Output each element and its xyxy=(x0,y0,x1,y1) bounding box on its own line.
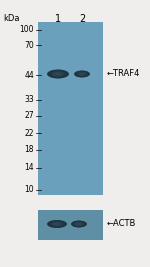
Ellipse shape xyxy=(81,73,83,74)
Ellipse shape xyxy=(77,223,81,225)
Ellipse shape xyxy=(48,70,68,78)
Ellipse shape xyxy=(75,222,83,226)
Ellipse shape xyxy=(49,70,67,77)
Ellipse shape xyxy=(52,72,63,76)
Ellipse shape xyxy=(80,73,84,75)
Ellipse shape xyxy=(80,73,84,75)
Ellipse shape xyxy=(56,73,60,75)
Text: kDa: kDa xyxy=(3,14,20,23)
Text: 44: 44 xyxy=(24,70,34,80)
Ellipse shape xyxy=(55,73,61,75)
Ellipse shape xyxy=(50,71,66,77)
Ellipse shape xyxy=(79,73,85,75)
Ellipse shape xyxy=(76,222,82,226)
Ellipse shape xyxy=(53,223,61,225)
Ellipse shape xyxy=(79,73,86,76)
Ellipse shape xyxy=(47,220,67,228)
Ellipse shape xyxy=(74,222,84,226)
Ellipse shape xyxy=(77,72,87,76)
Ellipse shape xyxy=(47,69,69,78)
Ellipse shape xyxy=(75,71,89,77)
Ellipse shape xyxy=(53,72,63,76)
Ellipse shape xyxy=(76,223,82,225)
Ellipse shape xyxy=(72,221,86,227)
Text: ←TRAF4: ←TRAF4 xyxy=(107,69,140,78)
Ellipse shape xyxy=(48,221,66,227)
Ellipse shape xyxy=(52,72,64,77)
Ellipse shape xyxy=(52,222,62,226)
Text: 2: 2 xyxy=(79,14,85,24)
Ellipse shape xyxy=(48,220,66,228)
Ellipse shape xyxy=(55,223,59,225)
Ellipse shape xyxy=(54,72,62,76)
Ellipse shape xyxy=(74,222,84,226)
Ellipse shape xyxy=(73,222,85,226)
Text: 27: 27 xyxy=(24,112,34,120)
Bar xyxy=(38,22,103,195)
Ellipse shape xyxy=(77,72,87,76)
Ellipse shape xyxy=(76,72,88,77)
Text: ←ACTB: ←ACTB xyxy=(107,219,136,229)
Ellipse shape xyxy=(74,70,90,77)
Text: 100: 100 xyxy=(20,26,34,34)
Text: 33: 33 xyxy=(24,96,34,104)
Bar xyxy=(38,210,103,240)
Ellipse shape xyxy=(71,221,87,227)
Ellipse shape xyxy=(78,223,80,225)
Ellipse shape xyxy=(53,222,61,226)
Ellipse shape xyxy=(51,71,65,77)
Ellipse shape xyxy=(56,73,60,75)
Text: 18: 18 xyxy=(24,146,34,155)
Ellipse shape xyxy=(75,71,89,77)
Text: 22: 22 xyxy=(24,128,34,138)
Text: 14: 14 xyxy=(24,163,34,172)
Ellipse shape xyxy=(78,72,86,76)
Ellipse shape xyxy=(77,223,81,225)
Ellipse shape xyxy=(73,221,85,227)
Ellipse shape xyxy=(49,221,65,227)
Ellipse shape xyxy=(54,223,60,225)
Ellipse shape xyxy=(51,221,63,227)
Text: 10: 10 xyxy=(24,186,34,194)
Ellipse shape xyxy=(76,71,88,77)
Ellipse shape xyxy=(51,222,63,226)
Text: 1: 1 xyxy=(55,14,61,24)
Ellipse shape xyxy=(56,223,58,225)
Ellipse shape xyxy=(49,70,68,78)
Ellipse shape xyxy=(50,221,64,227)
Text: 70: 70 xyxy=(24,41,34,49)
Ellipse shape xyxy=(72,221,86,227)
